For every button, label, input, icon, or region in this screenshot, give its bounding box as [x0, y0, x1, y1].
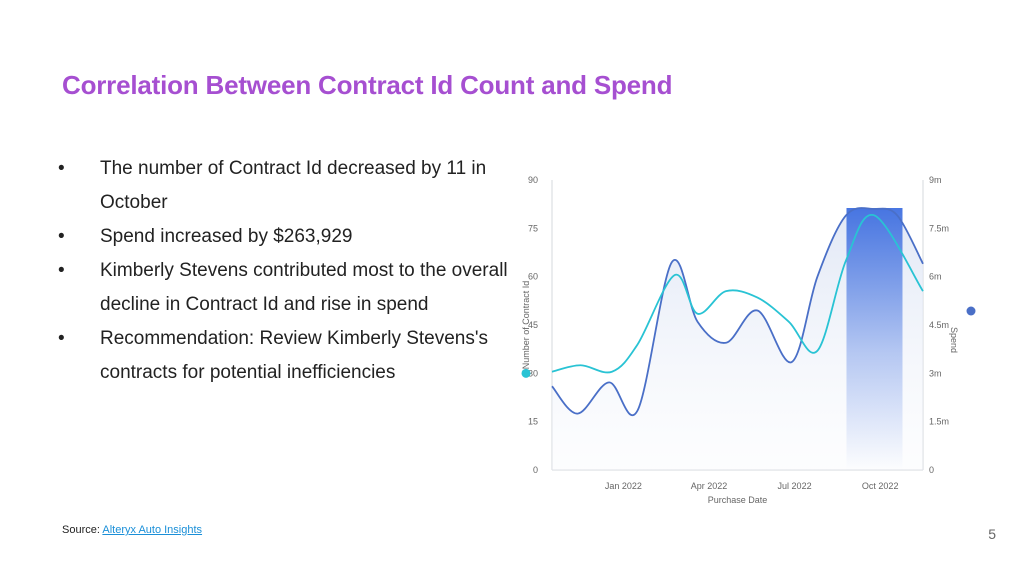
- right-tick-label: 0: [929, 465, 934, 475]
- bullet-symbol: •: [58, 226, 65, 247]
- x-tick-label: Jan 2022: [605, 481, 642, 491]
- source-label: Source:: [62, 524, 100, 536]
- left-tick-label: 0: [533, 465, 538, 475]
- contract-id-line: [551, 214, 924, 374]
- spend-area: [552, 207, 923, 471]
- bullet-item: • Recommendation: Review Kimberly Stevens…: [58, 322, 508, 390]
- left-tick-label: 15: [528, 417, 538, 427]
- right-tick-label: 9m: [929, 175, 942, 185]
- right-tick-label: 1.5m: [929, 417, 949, 427]
- left-tick-label: 30: [528, 368, 538, 378]
- bullet-text: Kimberly Stevens contributed most to the…: [100, 260, 508, 315]
- spend-legend-dot: [966, 306, 976, 316]
- bullet-symbol: •: [58, 328, 65, 349]
- bullet-text: Spend increased by $263,929: [100, 226, 353, 247]
- bullet-item: • The number of Contract Id decreased by …: [58, 152, 508, 220]
- x-tick-label: Apr 2022: [691, 481, 728, 491]
- bullet-symbol: •: [58, 158, 65, 179]
- right-tick-label: 6m: [929, 272, 942, 282]
- left-axis-title: Number of Contract Id: [521, 281, 531, 370]
- right-axis-title: Spend: [949, 327, 959, 353]
- contract-id-legend-dot: [521, 368, 531, 378]
- left-tick-label: 45: [528, 320, 538, 330]
- right-tick-label: 7.5m: [929, 223, 949, 233]
- highlight-band: [846, 208, 903, 470]
- slide-title: Correlation Between Contract Id Count an…: [62, 70, 673, 100]
- right-tick-label: 3m: [929, 368, 942, 378]
- bullet-item: • Kimberly Stevens contributed most to th…: [58, 254, 508, 322]
- x-tick-label: Oct 2022: [862, 481, 899, 491]
- bullet-item: • Spend increased by $263,929: [58, 220, 508, 254]
- bullet-text: Recommendation: Review Kimberly Stevens'…: [100, 328, 489, 383]
- right-tick-label: 4.5m: [929, 320, 949, 330]
- bullet-list: • The number of Contract Id decreased by …: [58, 152, 508, 390]
- x-tick-label: Jul 2022: [778, 481, 812, 491]
- left-tick-label: 75: [528, 223, 538, 233]
- left-tick-label: 90: [528, 175, 538, 185]
- spend-line: [551, 207, 924, 417]
- source-link[interactable]: Alteryx Auto Insights: [102, 524, 203, 536]
- x-axis-title: Purchase Date: [708, 495, 768, 505]
- page-number: 5: [988, 526, 996, 542]
- bullet-text: The number of Contract Id decreased by 1…: [100, 158, 487, 213]
- left-tick-label: 60: [528, 272, 538, 282]
- bullet-symbol: •: [58, 260, 65, 281]
- contract-spend-chart: 0 15 30 45 60 75 90 0 1.5m 3m 4.5m 6m 7.5m 9m Jan 2022…: [521, 175, 976, 505]
- source-note: Source: Alteryx Auto Insights: [62, 524, 202, 536]
